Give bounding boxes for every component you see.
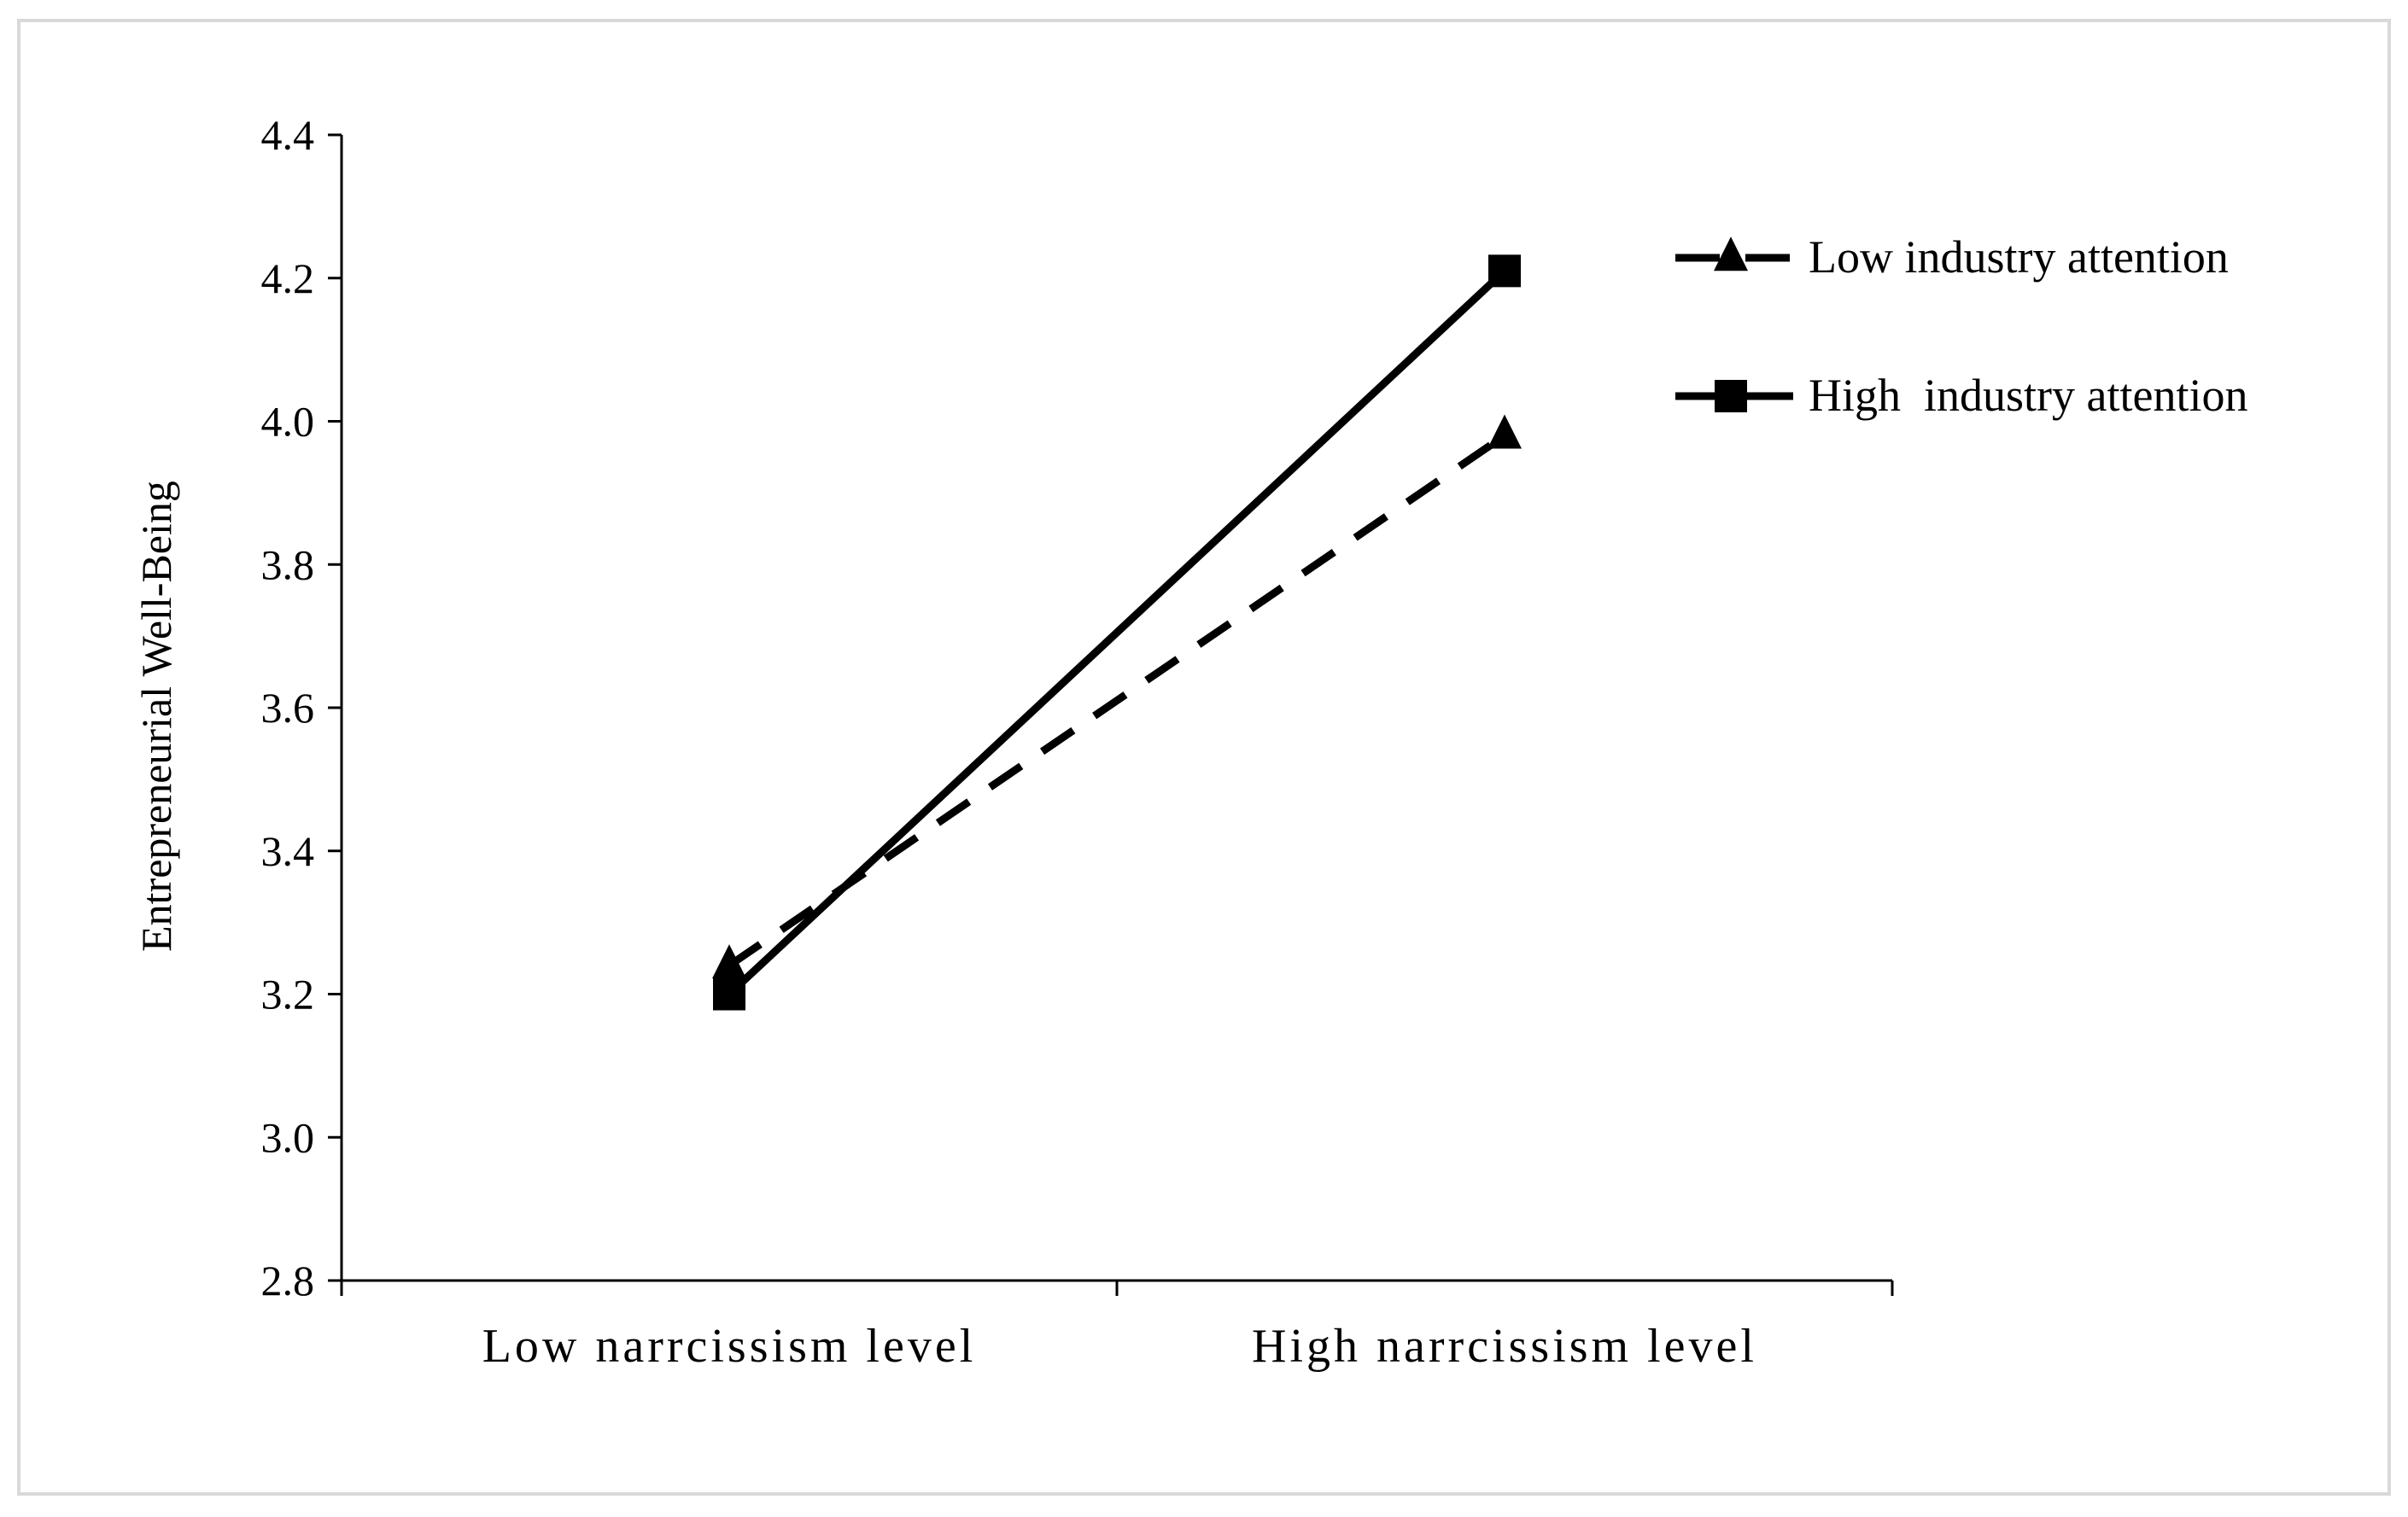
y-tick-labels: 2.8 3.0 3.2 3.4 3.6 3.8 4.0 4.2 4.4 (261, 111, 315, 1304)
chart-frame (17, 19, 2391, 1496)
y-tick-label: 3.8 (261, 540, 315, 588)
x-category-label: High narrcissism level (1252, 1320, 1757, 1373)
x-category-label: Low narrcissism level (482, 1320, 977, 1373)
y-axis-title: Entrepreneurial Well-Being (132, 481, 180, 952)
y-tick-label: 3.4 (261, 827, 315, 875)
legend-marker (1714, 236, 1748, 271)
series-markers (712, 254, 1522, 1011)
series-marker (1487, 414, 1522, 449)
legend-marker (1715, 380, 1747, 412)
series-lines (726, 268, 1508, 997)
series-marker (713, 977, 745, 1011)
y-tick-label: 3.2 (261, 971, 315, 1018)
axes (328, 133, 1894, 1296)
y-tick-label: 4.0 (261, 398, 315, 446)
x-category-labels: Low narrcissism level High narrcissism le… (482, 1320, 1757, 1373)
y-tick-label: 4.2 (261, 254, 315, 302)
series-marker (712, 944, 746, 979)
y-tick-label: 3.6 (261, 684, 315, 732)
series-line (727, 432, 1507, 969)
y-tick-label: 4.4 (261, 111, 315, 159)
legend: Low industry attention High industry atte… (1675, 231, 2247, 421)
y-tick-label: 3.0 (261, 1113, 315, 1161)
legend-label: Low industry attention (1809, 231, 2229, 283)
series-marker (1488, 254, 1521, 288)
y-tick-label: 2.8 (261, 1257, 315, 1304)
legend-label: High industry attention (1809, 370, 2247, 421)
